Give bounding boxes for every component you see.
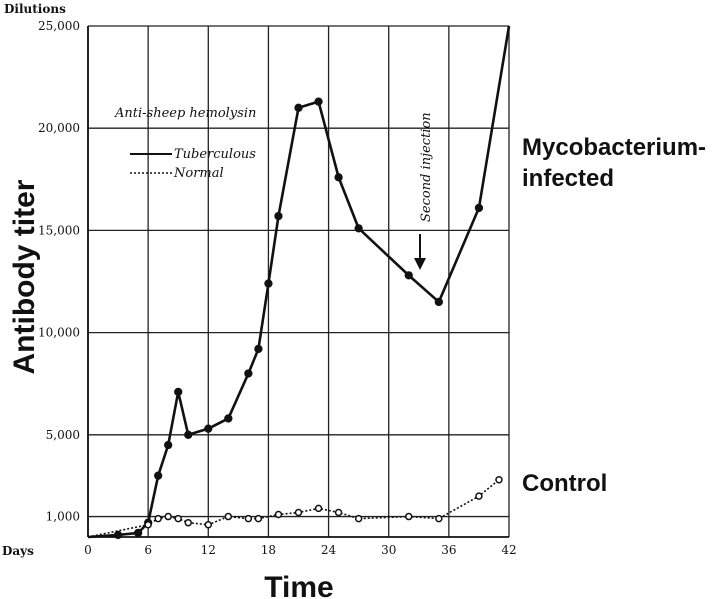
data-point-normal [475, 492, 483, 500]
group-label-control: Control [522, 470, 607, 497]
data-point-tuberculous [204, 424, 213, 433]
x-axis-title: Time [264, 571, 333, 599]
legend-label-tuberculous: Tuberculous [174, 147, 256, 162]
x-tick-label: 36 [441, 543, 456, 557]
legend-title: Anti-sheep hemolysin [114, 106, 256, 121]
data-point-tuberculous [133, 528, 143, 538]
data-point-normal [435, 514, 443, 523]
data-point-tuberculous [254, 344, 263, 354]
y-tick-label: 1,000 [46, 510, 80, 524]
data-point-tuberculous [354, 224, 363, 233]
data-point-normal [144, 520, 152, 529]
data-point-normal [294, 508, 303, 517]
data-point-tuberculous [434, 297, 443, 307]
injection-arrow [414, 234, 426, 270]
data-point-tuberculous [154, 471, 163, 480]
data-point-tuberculous [174, 387, 183, 397]
x-tick-label: 42 [501, 543, 516, 557]
data-point-normal [314, 504, 323, 513]
data-point-tuberculous [334, 173, 343, 182]
y-tick-label: 15,000 [38, 223, 80, 237]
data-point-tuberculous [164, 440, 173, 450]
data-point-tuberculous [244, 369, 253, 378]
y-axis-title: Antibody titer [8, 179, 41, 374]
data-point-tuberculous [184, 430, 193, 439]
data-point-normal [354, 514, 363, 523]
x-unit-label: Days [2, 544, 34, 558]
y-tick-label: 20,000 [38, 121, 80, 135]
data-point-normal [204, 520, 213, 529]
legend-label-normal: Normal [173, 166, 224, 181]
injection-label: Second injection [419, 112, 434, 222]
data-point-tuberculous [274, 211, 283, 221]
data-point-tuberculous [314, 97, 323, 106]
data-point-normal [254, 514, 263, 523]
data-point-normal [495, 476, 503, 484]
x-tick-label: 30 [381, 543, 396, 557]
data-point-normal [154, 514, 162, 523]
grid-lines [87, 25, 510, 538]
data-point-normal [184, 518, 192, 527]
data-point-tuberculous [113, 530, 123, 540]
data-point-normal [274, 510, 283, 519]
series-line-normal [87, 479, 500, 538]
group-label-infected: Mycobacterium- infected [522, 134, 713, 192]
y-tick-label: 25,000 [38, 19, 80, 33]
data-point-normal [334, 508, 343, 517]
x-tick-label: 6 [144, 543, 152, 557]
tick-labels: 0 6 12 18 24 30 36 42 1,000 5,000 10,000 15,000 20,0… [38, 19, 517, 557]
data-point-tuberculous [474, 203, 484, 213]
data-series [87, 25, 511, 540]
series-line-tuberculous [87, 25, 511, 539]
data-point-tuberculous [264, 279, 273, 288]
x-tick-label: 0 [84, 543, 92, 557]
y-tick-label: 5,000 [46, 428, 80, 442]
data-point-normal [244, 514, 253, 523]
x-tick-label: 12 [201, 543, 216, 557]
x-tick-label: 18 [261, 543, 276, 557]
y-tick-label: 10,000 [38, 326, 80, 340]
x-tick-label: 24 [321, 543, 337, 557]
data-point-tuberculous [224, 414, 233, 423]
data-point-normal [224, 512, 233, 521]
data-point-normal [164, 512, 172, 521]
data-point-normal [405, 512, 413, 521]
y-unit-label: Dilutions [4, 2, 66, 16]
data-point-tuberculous [404, 271, 413, 280]
data-point-tuberculous [294, 103, 303, 112]
data-point-normal [174, 514, 182, 523]
